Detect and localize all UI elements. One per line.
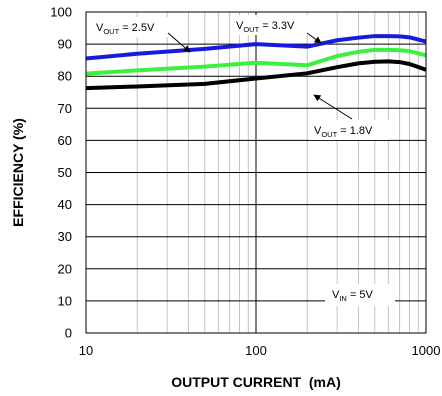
y-tick-label: 0 — [65, 326, 72, 341]
annotation-box — [231, 15, 311, 35]
series-line-2 — [85, 59, 427, 91]
x-axis-title: OUTPUT CURRENT (mA) — [171, 374, 341, 390]
x-tick-label: 10 — [79, 343, 93, 358]
series-lines — [85, 34, 427, 91]
annotation-arrow — [306, 32, 322, 44]
annotation-label: VOUT = 3.3V — [236, 20, 295, 34]
y-tick-label: 70 — [58, 101, 72, 116]
y-tick-label: 90 — [58, 37, 72, 52]
x-tick-label: 100 — [245, 343, 267, 358]
series-line-0 — [85, 34, 427, 61]
annotations: VOUT = 2.5V VOUT = 3.3V VOUT = 1.8V VIN = 5… — [92, 15, 395, 306]
y-tick-label: 50 — [58, 165, 72, 180]
x-tick-label: 1000 — [412, 343, 441, 358]
annotation-label: VOUT = 1.8V — [314, 125, 373, 139]
series-line-1 — [85, 47, 427, 76]
y-tick-labels: 0 10 20 30 40 50 60 70 80 90 100 — [50, 5, 72, 341]
annotation-box — [325, 284, 395, 306]
y-tick-label: 100 — [50, 5, 72, 20]
annotation-box — [309, 120, 389, 140]
annotation-arrow — [313, 94, 353, 120]
annotation-label: VIN = 5V — [332, 289, 373, 303]
y-tick-label: 10 — [58, 293, 72, 308]
annotation-label: VOUT = 2.5V — [96, 22, 155, 36]
annotation-box — [92, 17, 172, 37]
plot-frame — [85, 11, 427, 334]
y-tick-label: 40 — [58, 197, 72, 212]
y-tick-label: 20 — [58, 261, 72, 276]
y-tick-label: 80 — [58, 69, 72, 84]
annotation-arrow — [167, 32, 191, 53]
x-tick-labels: 10 100 1000 — [79, 343, 441, 358]
y-tick-label: 60 — [58, 133, 72, 148]
y-tick-label: 30 — [58, 229, 72, 244]
y-axis-title: EFFICIENCY (%) — [10, 118, 26, 227]
